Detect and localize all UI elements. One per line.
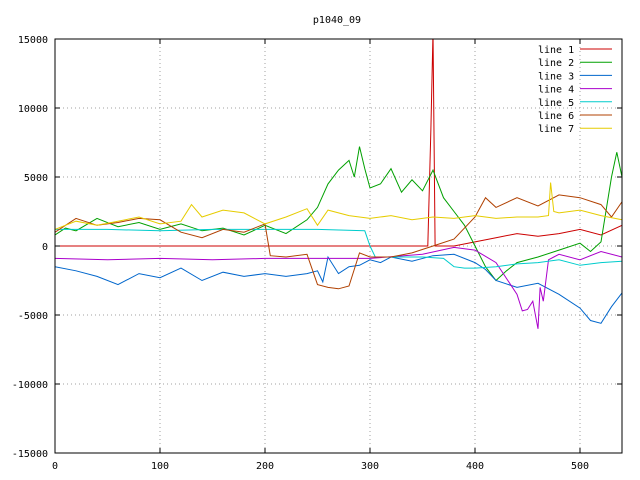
legend-label-7: line 7: [538, 124, 574, 135]
legend-label-3: line 3: [538, 71, 574, 82]
series-line-1: [55, 39, 622, 247]
legend-label-5: line 5: [538, 98, 574, 109]
axis-ticks: 0 100 200 300 400 500 15000 10000 5000 0 -5000 -100…: [12, 35, 622, 472]
x-tick-label: 500: [571, 461, 589, 472]
y-tick-label: -5000: [18, 311, 48, 322]
y-tick-label: 10000: [18, 104, 48, 115]
y-tick-label: -15000: [12, 449, 48, 460]
x-tick-label: 200: [256, 461, 274, 472]
legend: line 1 line 2 line 3 line 4 line 5 line 6 line…: [538, 45, 612, 135]
series-line-4: [55, 246, 622, 329]
y-tick-label: -10000: [12, 380, 48, 391]
legend-label-1: line 1: [538, 45, 574, 56]
x-tick-label: 400: [466, 461, 484, 472]
y-tick-label: 5000: [24, 173, 48, 184]
series-lines: [55, 39, 622, 329]
legend-label-4: line 4: [538, 85, 574, 96]
grid-lines: [55, 39, 622, 453]
series-line-2: [55, 146, 622, 282]
legend-label-6: line 6: [538, 111, 574, 122]
series-line-5: [55, 228, 622, 269]
series-line-6: [55, 194, 622, 290]
series-line-7: [55, 182, 622, 230]
x-tick-label: 300: [361, 461, 379, 472]
legend-label-2: line 2: [538, 58, 574, 69]
y-tick-label: 15000: [18, 35, 48, 46]
x-tick-label: 100: [151, 461, 169, 472]
x-tick-label: 0: [52, 461, 58, 472]
chart-title: p1040_09: [313, 15, 361, 26]
series-line-3: [55, 253, 622, 324]
y-tick-label: 0: [42, 242, 48, 253]
